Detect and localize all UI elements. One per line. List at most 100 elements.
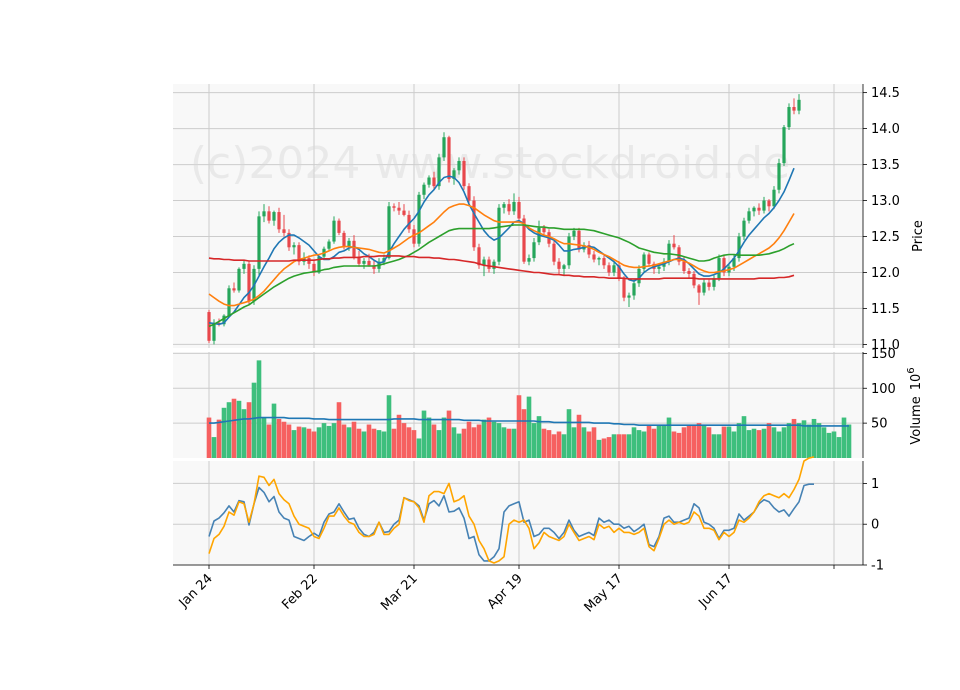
volume-bar [256, 360, 262, 458]
volume-bar [501, 427, 507, 458]
candle-body [447, 137, 451, 179]
indicator-panel [208, 456, 815, 564]
volume-bar [246, 402, 252, 458]
candle-body [552, 243, 556, 262]
candle-body [397, 207, 401, 211]
volume-bar [266, 424, 272, 458]
candle-body [597, 258, 601, 260]
candle-body [767, 200, 771, 207]
volume-bar [261, 417, 267, 458]
volume-bar [761, 428, 767, 458]
volume-bar [216, 419, 222, 458]
volume-bar [606, 437, 612, 458]
volume-bar [206, 417, 212, 458]
candle-body [382, 258, 386, 262]
volume-bar [671, 431, 677, 458]
candle-body [782, 127, 786, 164]
candle-body [757, 207, 761, 211]
volume-bar [496, 423, 502, 458]
volume-bar [736, 423, 742, 458]
candle-body [417, 194, 421, 244]
candle-body [242, 263, 246, 269]
x-tick-label: Mar 21 [378, 571, 421, 614]
candle-body [717, 258, 721, 279]
candle-body [282, 229, 286, 233]
volume-bar [376, 430, 382, 458]
price-tick-label: 14.5 [871, 86, 900, 101]
volume-bar [236, 400, 242, 458]
candle-body [762, 200, 766, 211]
candle-body [387, 206, 391, 259]
volume-bar [521, 409, 527, 458]
volume-bar [386, 395, 392, 458]
volume-bar [356, 428, 362, 458]
candle-body [487, 259, 491, 269]
candle-body [292, 245, 296, 248]
volume-bar [806, 424, 812, 458]
candle-body [287, 232, 291, 248]
volume-bar [336, 402, 342, 458]
candle-body [497, 207, 501, 262]
candle-body [722, 258, 726, 273]
volume-bar [396, 414, 402, 458]
volume-bar [586, 431, 592, 458]
volume-axis-label-sup: 6 [906, 367, 917, 373]
volume-bar [571, 427, 577, 458]
volume-bar [801, 420, 807, 458]
volume-bar [381, 431, 387, 458]
candle-body [407, 214, 411, 230]
candle-body [477, 247, 481, 266]
candle-body [612, 265, 616, 273]
indicator-panel-bg [173, 461, 863, 565]
candle-body [587, 245, 591, 255]
price-tick-label: 13.5 [871, 158, 900, 173]
volume-bar [711, 434, 717, 458]
candle-body [657, 266, 661, 269]
candle-body [462, 160, 466, 187]
volume-bar [446, 410, 452, 458]
candle-body [622, 278, 626, 298]
candle-body [452, 170, 456, 179]
volume-bar [286, 424, 292, 458]
volume-bar [226, 402, 232, 458]
candle-body [227, 288, 231, 316]
volume-bar [781, 427, 787, 458]
volume-bar [241, 409, 247, 458]
volume-bar [786, 423, 792, 458]
watermark-text: (c)2024 www.stockdroid.de [190, 138, 790, 189]
candle-body [427, 177, 431, 185]
indicator-tick-label: -1 [871, 559, 884, 574]
candle-body [457, 160, 461, 171]
volume-bar [636, 430, 642, 458]
candle-body [527, 258, 531, 262]
volume-bar [291, 430, 297, 458]
price-axis-label: Price [911, 220, 926, 252]
volume-bar [651, 428, 657, 458]
candle-body [517, 201, 521, 219]
candle-body [437, 157, 441, 187]
volume-bar [796, 423, 802, 458]
volume-bar [676, 432, 682, 458]
volume-bar [491, 421, 497, 458]
volume-bar [416, 438, 422, 458]
candle-body [262, 211, 266, 217]
volume-bar [811, 418, 817, 458]
candle-body [712, 278, 716, 287]
candle-body [732, 258, 736, 267]
volume-bar [631, 427, 637, 458]
volume-bar [361, 431, 367, 458]
candle-body [257, 216, 261, 269]
candle-body [602, 258, 606, 266]
candle-body [697, 285, 701, 293]
volume-bar [421, 410, 427, 458]
volume-bar [411, 430, 417, 458]
volume-bar [481, 419, 487, 458]
volume-bar [816, 423, 822, 458]
candle-body [577, 230, 581, 250]
volume-bar [656, 425, 662, 458]
volume-bar [451, 427, 457, 458]
volume-bar [611, 434, 617, 458]
volume-bar [211, 437, 217, 458]
candle-body [787, 107, 791, 128]
candle-body [272, 212, 276, 221]
